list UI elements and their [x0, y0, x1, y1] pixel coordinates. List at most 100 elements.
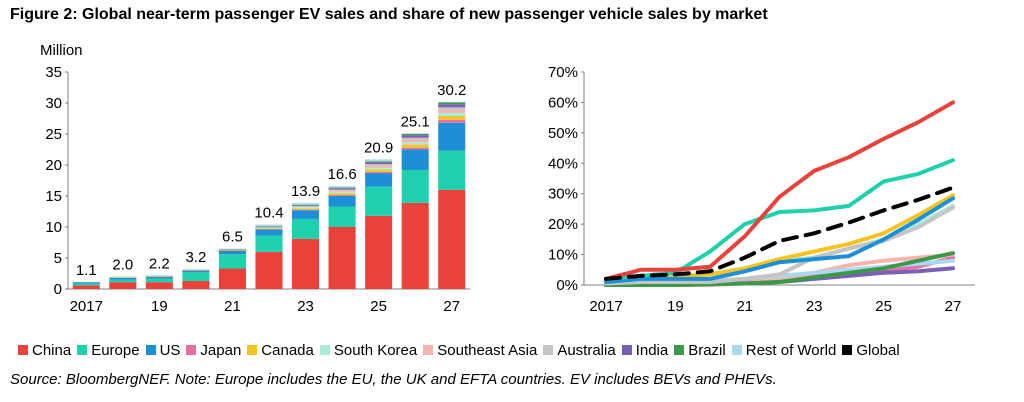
bar-segment-south-korea: [438, 112, 466, 117]
legend-item-australia: Australia: [543, 341, 616, 359]
legend-swatch: [247, 345, 258, 355]
bar-segment-japan: [328, 195, 356, 196]
bar-segment-rest-of-world: [292, 202, 320, 205]
bar-segment-us: [292, 210, 320, 219]
legend-label: South Korea: [333, 341, 418, 359]
bar-segment-southeast-asia: [328, 190, 356, 192]
bar-x-tick-label: 21: [224, 298, 241, 315]
bar-segment-rest-of-world: [401, 133, 429, 134]
bar-segment-us: [182, 270, 210, 273]
bar-segment-rest-of-world: [255, 224, 283, 227]
legend-item-canada: Canada: [247, 342, 314, 359]
bar-total-label: 16.6: [327, 166, 356, 183]
bar-segment-rest-of-world: [218, 248, 246, 250]
bar-total-label: 6.5: [222, 229, 243, 246]
bar-segment-us: [109, 277, 137, 280]
bar-segment-australia: [145, 275, 173, 277]
bar-segment-south-korea: [365, 167, 393, 170]
legend-label: Southeast Asia: [437, 341, 538, 359]
bar-total-label: 2.2: [149, 255, 170, 272]
bar-segment-us: [438, 122, 466, 151]
bar-segment-south-korea: [292, 207, 320, 209]
bar-total-label: 25.1: [401, 113, 430, 130]
bar-segment-japan: [255, 229, 283, 230]
bar-x-tick-label: 2017: [70, 298, 103, 315]
legend-item-us: US: [145, 341, 181, 359]
bar-y-tick-label: 35: [45, 64, 62, 81]
bar-segment-rest-of-world: [365, 159, 393, 162]
bar-segment-brazil: [255, 226, 283, 227]
bar-segment-japan: [438, 119, 466, 123]
line-y-tick-label: 20%: [548, 216, 578, 233]
legend-swatch: [186, 345, 197, 355]
bar-segment-europe: [292, 218, 320, 239]
line-y-tick-label: 30%: [548, 186, 578, 203]
bar-segment-south-korea: [255, 227, 283, 229]
bar-total-label: 2.0: [112, 257, 133, 274]
bar-segment-japan: [218, 250, 246, 251]
line-series-china: [604, 100, 955, 281]
source-note: Source: BloombergNEF. Note: Europe inclu…: [10, 371, 777, 388]
bar-segment-us: [218, 250, 246, 255]
bar-segment-us: [365, 173, 393, 187]
legend-label: India: [635, 341, 669, 359]
bar-segment-us: [401, 149, 429, 170]
line-y-tick-label: 0%: [556, 277, 578, 294]
legend: China Europe US Japan Canada South Korea South…: [18, 340, 906, 360]
bar-segment-india: [292, 205, 320, 206]
charts-canvas: Million 0 5 10 15 20 25 30 35 1.1 2017 2.0 2.2 19 3.2…: [40, 42, 975, 315]
bar-segment-europe: [401, 169, 429, 203]
bar-segment-brazil: [292, 204, 320, 206]
line-y-tick-label: 50%: [548, 125, 578, 142]
bar-y-tick-label: 5: [54, 250, 62, 267]
bar-x-tick-label: 27: [443, 298, 460, 315]
legend-item-europe: Europe: [77, 342, 140, 359]
legend-swatch: [77, 345, 88, 355]
bar-segment-south-korea: [109, 277, 137, 278]
line-x-tick-label: 27: [945, 298, 962, 315]
bar-segment-japan: [182, 270, 210, 271]
bar-segment-india: [328, 188, 356, 190]
legend-item-india: India: [621, 341, 669, 359]
bar-segment-canada: [182, 269, 210, 271]
bar-total-label: 1.1: [76, 262, 97, 279]
bar-chart: Million 0 5 10 15 20 25 30 35 1.1 2017 2.0 2.2 19 3.2…: [40, 42, 470, 315]
bar-segment-southeast-asia: [401, 139, 429, 143]
bar-segment-australia: [255, 226, 283, 228]
bar-segment-australia: [438, 107, 466, 110]
bar-y-axis-label: Million: [40, 42, 83, 59]
bar-segment-china: [72, 285, 100, 289]
line-series-global: [604, 185, 955, 281]
bar-segment-india: [438, 104, 466, 108]
legend-item-china: China: [18, 342, 71, 359]
bar-segment-europe: [182, 272, 210, 281]
bar-total-label: 13.9: [291, 183, 320, 200]
bar-segment-canada: [328, 193, 356, 196]
bar-segment-southeast-asia: [292, 206, 320, 208]
bar-segment-europe: [328, 206, 356, 227]
bar-segment-us: [255, 229, 283, 236]
legend-item-rest-of-world: Rest of World: [731, 341, 837, 359]
bar-segment-europe: [218, 254, 246, 269]
bar-segment-japan: [365, 171, 393, 174]
bar-x-tick-label: 19: [151, 298, 168, 315]
bar-segment-south-korea: [401, 142, 429, 145]
bar-segment-china: [401, 202, 429, 289]
legend-label: Rest of World: [745, 341, 837, 359]
bar-x-tick-label: 23: [297, 298, 314, 315]
legend-label: Australia: [557, 341, 616, 359]
figure-title: Figure 2: Global near-term passenger EV …: [10, 6, 768, 23]
bar-segment-china: [109, 282, 137, 289]
bar-y-tick-label: 20: [45, 157, 62, 174]
legend-label: US: [159, 341, 181, 359]
legend-swatch: [621, 345, 632, 355]
line-series-us: [604, 196, 955, 284]
line-chart: 0% 10% 20% 30% 40% 50% 60% 70% 2017 19 21 23 25 27: [548, 64, 975, 315]
bar-x-tick-label: 25: [370, 298, 387, 315]
legend-swatch: [543, 345, 554, 355]
bar-segment-europe: [72, 283, 100, 286]
bar-segment-india: [365, 162, 393, 165]
bar-segment-rest-of-world: [182, 269, 210, 270]
legend-label: Canada: [261, 341, 314, 359]
bar-segment-australia: [365, 164, 393, 166]
